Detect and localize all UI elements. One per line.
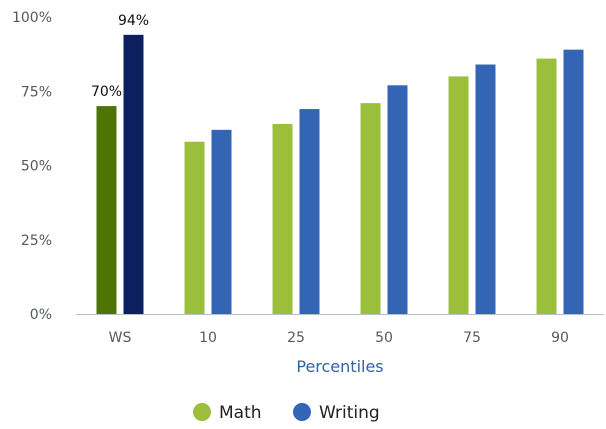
legend-item-math[interactable]: Math xyxy=(193,403,262,423)
bar-math-90[interactable] xyxy=(536,58,557,314)
x-axis-ticks: WS 10 25 50 75 90 xyxy=(109,330,569,346)
bar-math-75[interactable] xyxy=(448,76,469,315)
data-label: 70% xyxy=(91,84,122,100)
legend-label: Writing xyxy=(319,403,380,423)
bar-math-10[interactable] xyxy=(184,141,205,314)
bar-writing-50[interactable] xyxy=(387,85,408,314)
x-tick-label: 75 xyxy=(463,330,481,346)
bar-writing-25[interactable] xyxy=(299,109,320,314)
x-tick-label: WS xyxy=(109,330,132,346)
x-tick-label: 90 xyxy=(551,330,569,346)
bar-math-ws[interactable] xyxy=(96,106,117,314)
bar-writing-10[interactable] xyxy=(211,129,232,314)
x-tick-label: 10 xyxy=(199,330,217,346)
y-tick-label: 25% xyxy=(21,233,52,249)
y-tick-label: 100% xyxy=(12,10,52,26)
legend[interactable]: Math Writing xyxy=(193,403,380,423)
bar-writing-ws[interactable] xyxy=(123,34,144,314)
bars xyxy=(96,34,584,315)
data-labels: 70% 94% xyxy=(91,13,149,100)
legend-label: Math xyxy=(219,403,262,423)
x-tick-label: 50 xyxy=(375,330,393,346)
x-axis-title: Percentiles xyxy=(296,357,383,376)
legend-item-writing[interactable]: Writing xyxy=(293,403,380,423)
bar-writing-90[interactable] xyxy=(563,49,584,315)
y-axis-ticks: 0% 25% 50% 75% 100% xyxy=(12,10,52,323)
y-tick-label: 50% xyxy=(21,159,52,175)
data-label: 94% xyxy=(118,13,149,29)
bar-math-25[interactable] xyxy=(272,123,293,314)
legend-swatch xyxy=(193,403,211,421)
bar-writing-75[interactable] xyxy=(475,64,496,315)
legend-swatch xyxy=(293,403,311,421)
y-tick-label: 0% xyxy=(30,307,52,323)
y-tick-label: 75% xyxy=(21,84,52,100)
x-tick-label: 25 xyxy=(287,330,305,346)
bar-math-50[interactable] xyxy=(360,103,381,314)
